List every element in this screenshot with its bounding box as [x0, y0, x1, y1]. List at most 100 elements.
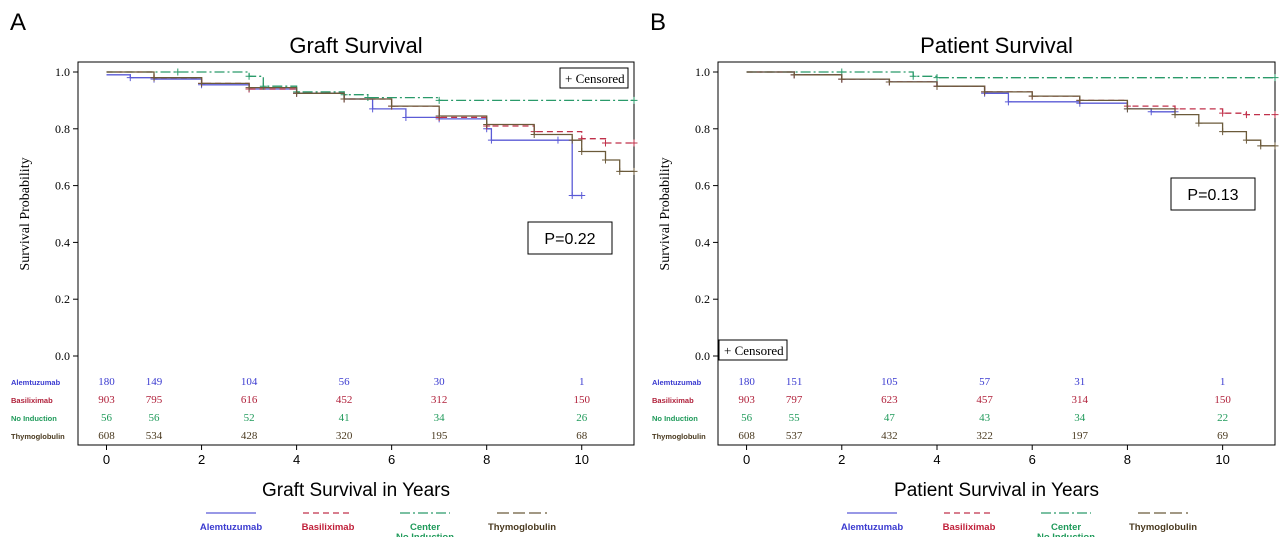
censor-mark [838, 75, 846, 83]
y-tick-label: 0.2 [695, 292, 710, 306]
censor-mark [487, 136, 495, 144]
risk-count: 26 [576, 412, 588, 424]
risk-count: 68 [576, 430, 588, 442]
y-tick-label: 1.0 [55, 65, 70, 79]
risk-row-label: Alemtuzumab [652, 378, 702, 387]
risk-count: 31 [1074, 376, 1085, 388]
censor-mark [340, 95, 348, 103]
risk-count: 56 [741, 412, 753, 424]
y-axis-label: Survival Probability [18, 157, 33, 270]
legend-label: Thymoglobulin [1129, 522, 1197, 533]
x-tick-label: 6 [1029, 452, 1036, 467]
censored-legend-box [559, 67, 629, 89]
legend-label: Alemtuzumab [200, 522, 262, 533]
risk-row-label: Alemtuzumab [11, 378, 61, 387]
risk-count: 149 [146, 376, 163, 388]
risk-count: 534 [146, 430, 163, 442]
plot-frame [717, 61, 1276, 446]
risk-count: 43 [979, 412, 991, 424]
risk-count: 616 [241, 394, 258, 406]
chart-title: Patient Survival [920, 33, 1073, 58]
risk-count: 795 [146, 394, 163, 406]
risk-count: 322 [976, 430, 993, 442]
legend-label: Thymoglobulin [488, 522, 556, 533]
censor-mark [630, 139, 638, 147]
censor-mark [630, 96, 638, 104]
panel-a-graft-survival: A Graft Survival 0.0 0.2 0.4 0.6 0.8 1.0 Surviva… [10, 9, 638, 537]
censor-mark [601, 156, 609, 164]
x-tick-label: 8 [1124, 452, 1131, 467]
x-tick-label: 2 [838, 452, 845, 467]
risk-row-label: Basiliximab [11, 396, 53, 405]
censor-mark [616, 167, 624, 175]
risk-count: 52 [244, 412, 255, 424]
y-tick-label: 0.0 [55, 349, 70, 363]
risk-row-label: No Induction [11, 414, 57, 423]
censor-mark [933, 82, 941, 90]
survival-curve-thymoglobulin [746, 71, 1275, 147]
risk-count: 1 [1220, 376, 1226, 388]
risk-count: 623 [881, 394, 898, 406]
censor-mark [174, 68, 182, 76]
x-tick-label: 2 [198, 452, 205, 467]
censor-mark [568, 192, 576, 200]
y-tick-label: 0.4 [55, 235, 70, 249]
risk-count: 608 [98, 430, 115, 442]
risk-count: 56 [339, 376, 351, 388]
risk-count: 537 [786, 430, 803, 442]
x-tick-label: 8 [483, 452, 490, 467]
censor-mark [933, 74, 941, 82]
y-tick-label: 0.2 [55, 292, 70, 306]
x-tick-label: 6 [388, 452, 395, 467]
y-tick-label: 0.4 [695, 235, 710, 249]
censor-mark [1123, 105, 1131, 113]
risk-count: 30 [434, 376, 446, 388]
y-axis-label: Survival Probability [658, 157, 673, 270]
panel-b-patient-survival: B Patient Survival 0.0 0.2 0.4 0.6 0.8 1.0 Survi… [640, 0, 1279, 537]
risk-count: 41 [339, 412, 350, 424]
y-tick-label: 0.8 [55, 122, 70, 136]
censor-mark [1195, 119, 1203, 127]
p-value-box [527, 221, 613, 255]
x-tick-label: 4 [933, 452, 940, 467]
risk-count: 432 [881, 430, 898, 442]
risk-count: 150 [1214, 394, 1231, 406]
x-tick-label: 0 [103, 452, 110, 467]
risk-count: 69 [1217, 430, 1229, 442]
risk-count: 105 [881, 376, 898, 388]
censor-mark [1171, 111, 1179, 119]
risk-count: 320 [336, 430, 353, 442]
risk-count: 56 [101, 412, 113, 424]
y-tick-label: 1.0 [695, 65, 710, 79]
risk-count: 180 [98, 376, 115, 388]
risk-count: 197 [1072, 430, 1089, 442]
censor-mark [1257, 142, 1265, 150]
risk-count: 903 [98, 394, 115, 406]
risk-count: 104 [241, 376, 258, 388]
censor-mark [1004, 98, 1012, 106]
legend-label: Alemtuzumab [841, 522, 903, 533]
censor-mark [435, 96, 443, 104]
risk-count: 34 [434, 412, 446, 424]
y-tick-label: 0.6 [55, 179, 70, 193]
x-tick-label: 10 [574, 452, 588, 467]
x-axis-label: Graft Survival in Years [262, 480, 450, 501]
censor-mark [435, 112, 443, 120]
censor-mark [568, 136, 576, 144]
y-tick-label: 0.0 [695, 349, 710, 363]
survival-curve-thymoglobulin [106, 71, 634, 173]
censor-mark [630, 167, 638, 175]
p-value-label: P=0.22 [544, 231, 595, 248]
legend-label-2: No Induction [396, 532, 454, 537]
censor-mark [126, 74, 134, 82]
censor-mark [1028, 92, 1036, 100]
x-tick-label: 10 [1215, 452, 1229, 467]
x-tick-label: 0 [743, 452, 750, 467]
censor-mark [1271, 142, 1279, 150]
censored-legend-label: + Censored [724, 343, 784, 358]
censor-mark [1242, 111, 1250, 119]
censor-mark [1271, 111, 1279, 119]
risk-count: 608 [738, 430, 755, 442]
y-tick-label: 0.8 [695, 122, 710, 136]
censor-mark [790, 71, 798, 79]
